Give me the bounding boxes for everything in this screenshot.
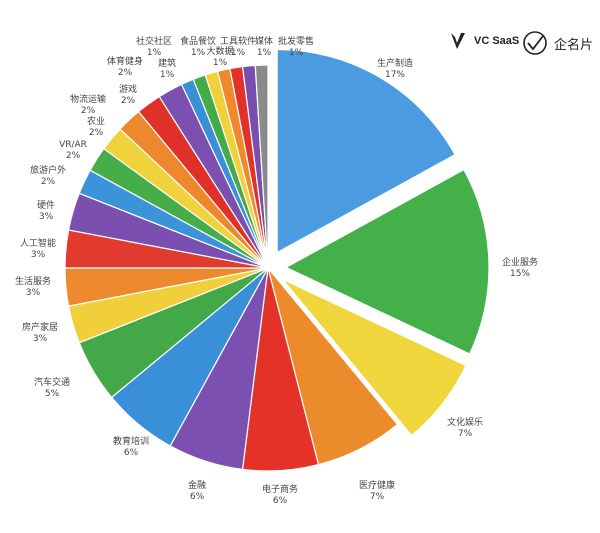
- pie-slice: [276, 48, 456, 254]
- vc-saas-name: VC SaaS: [474, 35, 520, 47]
- slice-percent: 2%: [121, 96, 136, 106]
- slice-label: 社交社区: [136, 35, 172, 47]
- slice-percent: 15%: [510, 269, 530, 279]
- slice-label: 工具软件: [220, 35, 256, 47]
- slice-percent: 1%: [160, 70, 175, 80]
- slice-percent: 2%: [41, 177, 56, 187]
- pie-slice: [281, 278, 467, 437]
- slice-label: 食品餐饮: [180, 35, 216, 47]
- slice-percent: 2%: [81, 106, 96, 116]
- slice-percent: 6%: [273, 496, 288, 506]
- slice-percent: 7%: [458, 429, 473, 439]
- slice-label: 文化娱乐: [447, 416, 483, 428]
- slice-percent: 2%: [118, 68, 133, 78]
- slice-percent: 1%: [191, 48, 206, 58]
- slice-label: 游戏: [119, 83, 137, 95]
- slice-label: 大数据: [206, 45, 233, 57]
- slice-label: 媒体: [255, 35, 273, 47]
- slice-percent: 3%: [26, 288, 41, 298]
- slice-label: 金融: [188, 479, 206, 491]
- qimingpian-name: 企名片: [554, 36, 594, 52]
- slice-label: 旅游户外: [30, 164, 66, 176]
- slice-label: 企业服务: [502, 256, 538, 268]
- slice-label: 汽车交通: [34, 376, 70, 388]
- qimingpian-brand: 企名片: [522, 30, 593, 56]
- slice-percent: 3%: [39, 212, 54, 222]
- slice-percent: 7%: [370, 492, 385, 502]
- slice-percent: 1%: [213, 58, 228, 68]
- slice-percent: 1%: [289, 48, 304, 58]
- slice-percent: 3%: [33, 334, 48, 344]
- slice-percent: 6%: [190, 492, 205, 502]
- slice-label: 体育健身: [107, 55, 143, 67]
- slice-label: 教育培训: [113, 435, 149, 447]
- slice-label: 物流运输: [70, 93, 106, 105]
- vc-saas-logo-icon: [451, 33, 465, 49]
- slice-percent: 1%: [257, 48, 272, 58]
- slice-percent: 5%: [45, 389, 60, 399]
- slice-label: 人工智能: [20, 237, 56, 249]
- pie-slice: [254, 64, 269, 269]
- slice-label: 建筑: [158, 57, 176, 69]
- slice-label: 农业: [87, 115, 105, 127]
- slice-percent: 2%: [89, 128, 104, 138]
- slice-label: 医疗健康: [359, 479, 395, 491]
- slice-label: VR/AR: [59, 140, 87, 150]
- slice-label: 生产制造: [377, 57, 413, 69]
- qimingpian-logo-icon: [523, 31, 547, 55]
- slice-label: 生活服务: [15, 275, 51, 287]
- slice-percent: 1%: [231, 48, 246, 58]
- slice-percent: 6%: [124, 448, 139, 458]
- slice-percent: 2%: [66, 151, 81, 161]
- vc-saas-brand: VC SaaS: [448, 30, 519, 52]
- slice-percent: 17%: [385, 70, 405, 80]
- slice-label: 批发零售: [278, 35, 314, 47]
- pie-slice: [284, 168, 490, 355]
- slice-label: 房产家居: [22, 321, 58, 333]
- slice-label: 硬件: [37, 199, 55, 211]
- slice-label: 电子商务: [262, 483, 298, 495]
- slice-percent: 1%: [147, 48, 162, 58]
- slice-percent: 3%: [31, 250, 46, 260]
